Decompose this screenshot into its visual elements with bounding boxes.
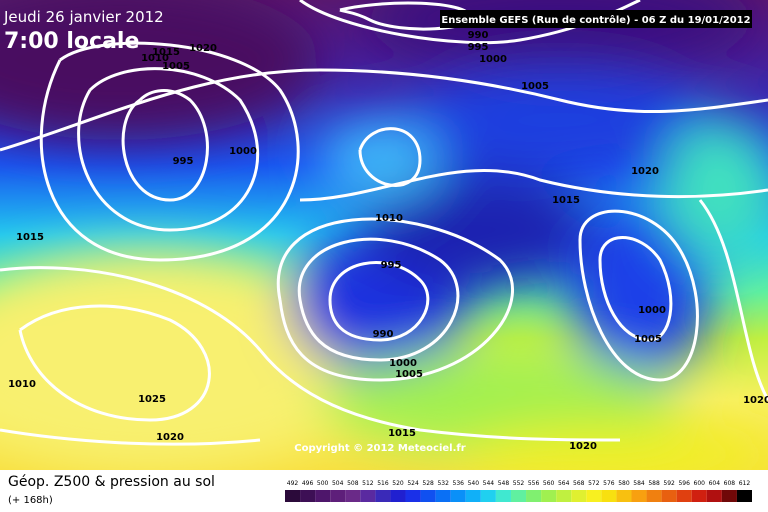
colorbar-swatch <box>721 490 737 502</box>
colorbar-swatch <box>375 490 391 502</box>
colorbar-swatch <box>420 490 436 502</box>
colorbar-label: 592 <box>663 480 675 487</box>
colorbar: 492 496 500 504 508 512 516 520 524 528 532 536 540 5… <box>285 480 752 502</box>
isobar-label: 1015 <box>552 195 580 206</box>
isobar-label: 1020 <box>156 432 184 443</box>
colorbar-swatch <box>510 490 527 502</box>
isobars <box>0 0 768 444</box>
colorbar-swatch <box>285 490 301 502</box>
colorbar-label: 504 <box>332 480 344 487</box>
isobar-label: 1000 <box>389 358 417 369</box>
legend-title: Géop. Z500 & pression au sol <box>8 474 215 490</box>
run-info: Ensemble GEFS (Run de contrôle) - 06 Z d… <box>441 14 750 26</box>
isobar-label: 1000 <box>229 146 257 157</box>
colorbar-label: 556 <box>528 480 540 487</box>
colorbar-label: 544 <box>483 480 495 487</box>
isobar-label: 1020 <box>631 166 659 177</box>
colorbar-swatch <box>691 490 707 502</box>
isobar-label: 1015 <box>152 47 180 58</box>
colorbar-swatch <box>646 490 662 502</box>
colorbar-swatch <box>586 490 602 502</box>
colorbar-label: 512 <box>362 480 374 487</box>
colorbar-label: 552 <box>513 480 525 487</box>
colorbar-label: 572 <box>588 480 600 487</box>
run-box <box>440 10 752 28</box>
isobar-label: 990 <box>468 30 489 41</box>
isobar-label: 995 <box>468 42 489 53</box>
colorbar-label: 536 <box>453 480 465 487</box>
isobar-label: 995 <box>381 260 402 271</box>
colorbar-swatch <box>495 490 511 502</box>
colorbar-label: 532 <box>437 480 449 487</box>
colorbar-label: 524 <box>407 480 419 487</box>
colorbar-swatch <box>390 490 406 502</box>
colorbar-swatch <box>556 490 572 502</box>
isobar-label: 995 <box>173 156 194 167</box>
colorbar-swatch <box>315 490 331 502</box>
colorbar-label: 564 <box>558 480 570 487</box>
colorbar-label: 600 <box>694 480 706 487</box>
legend-lead: (+ 168h) <box>8 495 53 506</box>
colorbar-label: 540 <box>468 480 480 487</box>
colorbar-label: 516 <box>377 480 389 487</box>
colorbar-swatch <box>541 490 557 502</box>
colorbar-label: 508 <box>347 480 359 487</box>
isobar-label: 1000 <box>638 305 666 316</box>
isobar-label: 1010 <box>141 53 169 64</box>
colorbar-swatch <box>435 490 451 502</box>
colorbar-swatch <box>360 490 376 502</box>
colorbar-label: 588 <box>648 480 660 487</box>
isobar-label: 1025 <box>138 394 166 405</box>
map-date: Jeudi 26 janvier 2012 <box>3 8 164 26</box>
colorbar-label: 492 <box>287 480 299 487</box>
isobar-label: 1005 <box>162 61 190 72</box>
isobar-label: 1010 <box>8 379 36 390</box>
colorbar-label: 548 <box>498 480 510 487</box>
colorbar-swatch <box>480 490 496 502</box>
colorbar-swatch <box>345 490 361 502</box>
colorbar-swatch <box>571 490 587 502</box>
isobar-label: 990 <box>373 329 394 340</box>
colorbar-swatch <box>631 490 647 502</box>
colorbar-label: 596 <box>678 480 690 487</box>
colorbar-swatch <box>676 490 692 502</box>
colorbar-label: 568 <box>573 480 585 487</box>
colorbar-label: 500 <box>317 480 329 487</box>
colorbar-label: 584 <box>633 480 645 487</box>
colorbar-label: 580 <box>618 480 630 487</box>
isobar-label: 1005 <box>634 334 662 345</box>
colorbar-swatch <box>465 490 481 502</box>
isobar-label: 1010 <box>375 213 403 224</box>
colorbar-label: 576 <box>603 480 615 487</box>
colorbar-label: 496 <box>302 480 314 487</box>
colorbar-swatch <box>405 490 421 502</box>
colorbar-swatch <box>616 490 632 502</box>
isobar-label: 1005 <box>521 81 549 92</box>
colorbar-swatch <box>706 490 722 502</box>
isobar-label: 1020 <box>569 441 597 452</box>
colorbar-label: 520 <box>392 480 404 487</box>
isobar-label: 1020 <box>743 395 768 406</box>
isobar-label: 1015 <box>388 428 416 439</box>
isobar-label: 1000 <box>479 54 507 65</box>
colorbar-swatch <box>661 490 677 502</box>
colorbar-swatch <box>736 490 752 502</box>
colorbar-swatch <box>450 490 466 502</box>
copyright: Copyright © 2012 Meteociel.fr <box>294 443 465 454</box>
colorbar-label: 560 <box>543 480 555 487</box>
colorbar-label: 528 <box>422 480 434 487</box>
colorbar-swatch <box>526 490 542 502</box>
colorbar-label: 604 <box>709 480 721 487</box>
colorbar-swatch <box>300 490 316 502</box>
isobar-label: 1015 <box>16 232 44 243</box>
map-time: 7:00 locale <box>4 29 139 54</box>
isobar-labels: 9909951000102010151010100510059951000102… <box>8 30 768 452</box>
colorbar-label: 612 <box>739 480 751 487</box>
colorbar-label: 608 <box>724 480 736 487</box>
isobar-label: 1005 <box>395 369 423 380</box>
colorbar-swatch <box>330 490 346 502</box>
isobar-label: 1020 <box>189 43 217 54</box>
colorbar-swatch <box>601 490 617 502</box>
